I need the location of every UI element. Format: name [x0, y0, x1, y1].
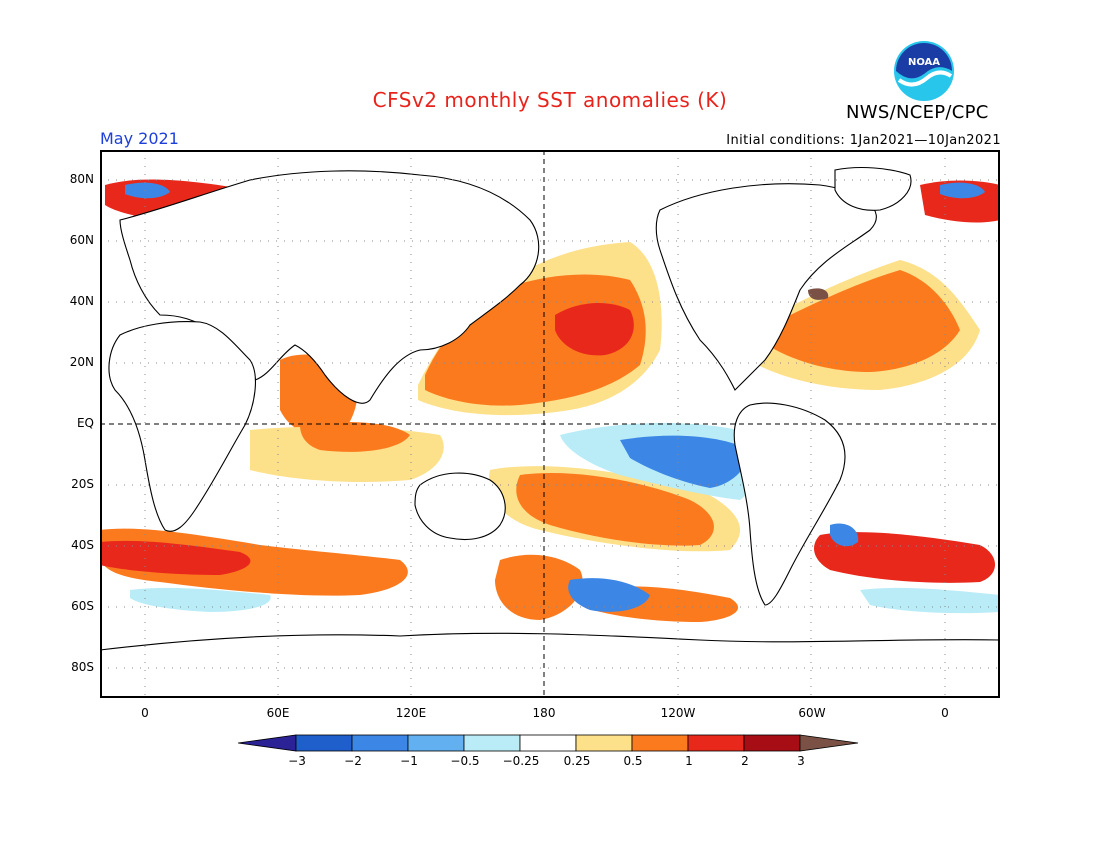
colorbar-label-neg025: −0.25: [496, 754, 546, 768]
colorbar-arrow-high: [800, 735, 858, 751]
lon-label-120w: 120W: [648, 706, 708, 720]
noaa-logo: NOAA: [893, 40, 955, 102]
colorbar-swatch: [520, 735, 576, 751]
colorbar-label-3: 3: [776, 754, 826, 768]
sst-anomaly-map: [100, 150, 1000, 698]
colorbar-label-025: 0.25: [552, 754, 602, 768]
lat-label-20s: 20S: [0, 477, 94, 491]
colorbar-swatch: [352, 735, 408, 751]
continent-antarctica: [100, 633, 1000, 698]
colorbar-swatch: [576, 735, 632, 751]
lat-label-40s: 40S: [0, 538, 94, 552]
lon-label-180: 180: [514, 706, 574, 720]
colorbar-label-05: 0.5: [608, 754, 658, 768]
lat-label-60n: 60N: [0, 233, 94, 247]
colorbar: [238, 733, 862, 753]
colorbar-label-neg3: −3: [272, 754, 322, 768]
lat-label-80n: 80N: [0, 172, 94, 186]
colorbar-swatch: [408, 735, 464, 751]
lon-label-0-east: 0: [915, 706, 975, 720]
colorbar-swatch: [632, 735, 688, 751]
initial-conditions: Initial conditions: 1Jan2021—10Jan2021: [726, 133, 1001, 148]
lat-label-20n: 20N: [0, 355, 94, 369]
agency-label: NWS/NCEP/CPC: [846, 102, 989, 123]
lon-label-120e: 120E: [381, 706, 441, 720]
colorbar-label-neg05: −0.5: [440, 754, 490, 768]
colorbar-swatch: [688, 735, 744, 751]
colorbar-swatch: [744, 735, 800, 751]
lon-label-60w: 60W: [782, 706, 842, 720]
lat-label-80s: 80S: [0, 660, 94, 674]
colorbar-label-neg2: −2: [328, 754, 378, 768]
lon-label-60e: 60E: [248, 706, 308, 720]
lat-label-40n: 40N: [0, 294, 94, 308]
colorbar-label-neg1: −1: [384, 754, 434, 768]
forecast-month: May 2021: [100, 129, 179, 148]
lat-label-60s: 60S: [0, 599, 94, 613]
colorbar-label-2: 2: [720, 754, 770, 768]
colorbar-arrow-low: [238, 735, 296, 751]
lon-label-0: 0: [115, 706, 175, 720]
colorbar-swatch: [296, 735, 352, 751]
colorbar-swatch: [464, 735, 520, 751]
logo-text: NOAA: [908, 57, 940, 68]
lat-label-eq: EQ: [0, 416, 94, 430]
colorbar-label-1: 1: [664, 754, 714, 768]
